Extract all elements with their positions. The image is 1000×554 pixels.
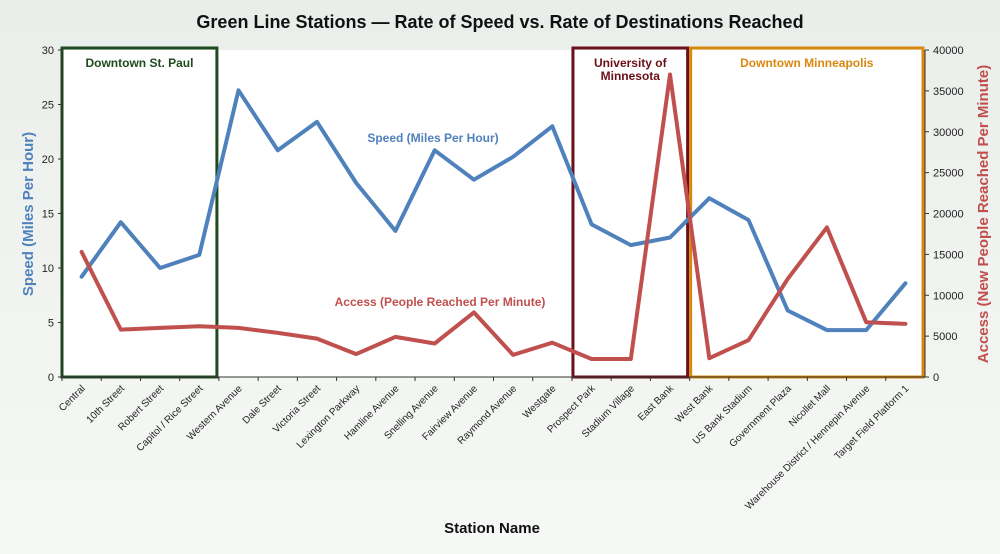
right-tick-label: 30000 (933, 127, 964, 139)
access-series-label: Access (People Reached Per Minute) (335, 295, 546, 309)
x-tick-label: Central (57, 383, 88, 414)
region-label-1: University of Minnesota (594, 56, 668, 83)
series-line-speed (79, 88, 908, 333)
left-y-ticks: 0 5 10 15 20 25 30 (42, 45, 62, 384)
x-tick-label: West Bank (674, 383, 717, 426)
series-lines (79, 72, 908, 361)
right-tick-label: 5000 (933, 331, 957, 343)
right-tick-label: 10000 (933, 290, 964, 302)
left-tick-label: 0 (48, 372, 54, 384)
x-tick-label: Capitol / Rice Street (135, 383, 206, 454)
right-tick-label: 40000 (933, 45, 964, 57)
right-tick-label: 35000 (933, 86, 964, 98)
region-label-0: Downtown St. Paul (85, 56, 193, 70)
speed-series-label: Speed (Miles Per Hour) (367, 131, 498, 145)
x-tick-label: 10th Street (85, 383, 128, 426)
left-tick-label: 10 (42, 263, 54, 275)
right-y-ticks: 0 5000 10000 15000 20000 25000 30000 35000 40000 (925, 45, 964, 384)
x-tick-label: Target Field Platform 1 (833, 383, 912, 462)
chart-title: Green Line Stations — Rate of Speed vs. … (196, 12, 803, 32)
region-boxes: Downtown St. Paul University of Minnesota D… (60, 46, 925, 379)
x-axis-title: Station Name (444, 520, 540, 537)
left-tick-label: 25 (42, 100, 54, 112)
left-y-axis-title: Speed (Miles Per Hour) (20, 132, 37, 296)
plot-area (62, 50, 925, 377)
x-tick-label: East Bank (636, 383, 677, 424)
left-tick-label: 15 (42, 209, 54, 221)
left-tick-label: 30 (42, 45, 54, 57)
right-y-axis-title: Access (New People Reached Per Minute) (975, 65, 992, 363)
x-tick-label: Westgate (521, 383, 559, 421)
right-tick-label: 15000 (933, 249, 964, 261)
series-line-access (79, 72, 908, 361)
left-tick-label: 20 (42, 154, 54, 166)
left-tick-label: 5 (48, 318, 54, 330)
region-label-2: Downtown Minneapolis (740, 56, 874, 70)
right-tick-label: 25000 (933, 168, 964, 180)
right-tick-label: 0 (933, 372, 939, 384)
right-tick-label: 20000 (933, 209, 964, 221)
